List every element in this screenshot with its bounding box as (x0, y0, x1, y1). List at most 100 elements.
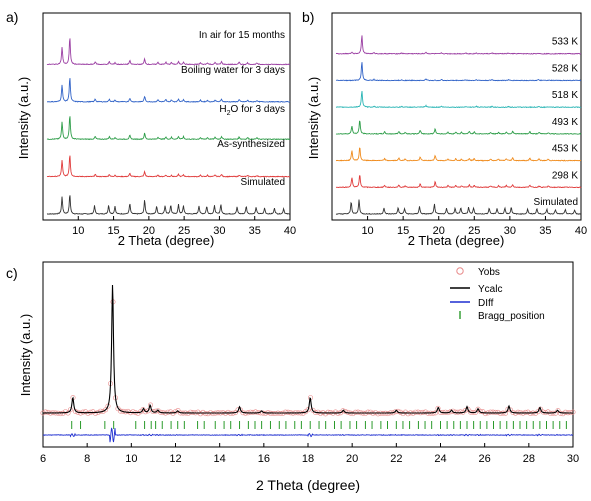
label-as-synthesized: As-synthesized (217, 139, 285, 150)
x-tick-label: 20 (143, 225, 155, 237)
x-tick-label: 20 (346, 453, 358, 465)
yobs-point (120, 408, 126, 414)
trace-b-533-k (335, 35, 581, 55)
label-b-298-k: 298 K (552, 170, 578, 181)
ycalc-line (43, 284, 573, 414)
yobs-point (375, 411, 381, 417)
yobs-point (325, 409, 331, 415)
panel-a-traces (46, 38, 291, 215)
x-tick-label: 15 (107, 225, 119, 237)
panel-a-x-ticks: 10 15 20 25 30 35 40 (42, 216, 296, 237)
yobs-point (525, 409, 531, 415)
panel-a: a) 10 15 20 25 30 35 40 2 Theta (degree) Inten… (6, 9, 296, 248)
yobs-point (457, 409, 463, 415)
label-simulated-a: Simulated (241, 177, 285, 188)
yobs-point (422, 409, 428, 415)
yobs-point (103, 407, 109, 413)
yobs-point (85, 410, 91, 416)
yobs-point (68, 407, 74, 413)
trace-a-in-air-for-15-months (46, 38, 291, 66)
x-tick-label: 10 (361, 225, 373, 237)
x-tick-label: 30 (213, 225, 225, 237)
bragg-positions (71, 421, 567, 429)
trace-b-518-k (335, 90, 582, 109)
panel-b-x-ticks: 10 15 20 25 30 35 40 (331, 216, 587, 237)
yobs-point (355, 409, 361, 415)
yobs-point (560, 411, 566, 417)
panel-c-x-ticks: 6 8 10 12 14 16 18 20 22 24 26 28 30 (40, 443, 579, 465)
yobs-point (340, 408, 346, 414)
yobs-point (482, 411, 488, 417)
trace-b-simulated (335, 199, 582, 215)
yobs-point (435, 405, 441, 411)
yobs-point (332, 409, 338, 415)
yobs-point (527, 410, 533, 416)
x-tick-label: 22 (390, 453, 402, 465)
yobs-point (412, 409, 418, 415)
yobs-point (153, 408, 159, 414)
trace-a-boiling-water-for-3-days (47, 78, 291, 103)
yobs-point (165, 409, 171, 415)
yobs-point (350, 411, 356, 417)
yobs-point (185, 410, 191, 416)
panel-c-y-axis-label: Intensity (a.u.) (18, 314, 33, 396)
x-tick-label: 25 (468, 225, 480, 237)
yobs-point (130, 409, 136, 415)
yobs-point (83, 409, 89, 415)
x-tick-label: 35 (249, 225, 261, 237)
yobs-point (402, 409, 408, 415)
panel-c-legend: Yobs Ycalc DIff Bragg_position (450, 267, 545, 322)
yobs-point (415, 409, 421, 415)
trace-b-453-k (335, 147, 582, 162)
x-tick-label: 35 (539, 225, 551, 237)
yobs-point (198, 411, 204, 417)
x-tick-label: 10 (125, 453, 137, 465)
yobs-point (497, 410, 503, 416)
label-b-528-k: 528 K (552, 63, 578, 74)
legend-ycalc-label: Ycalc (478, 284, 502, 295)
yobs-point (93, 410, 99, 416)
yobs-point (285, 409, 291, 415)
x-tick-label: 30 (504, 225, 516, 237)
x-tick-label: 26 (479, 453, 491, 465)
yobs-point (322, 411, 328, 417)
yobs-point (205, 411, 211, 417)
yobs-point (203, 411, 209, 417)
legend-diff-label: DIff (478, 298, 494, 309)
panel-b-traces (335, 35, 582, 215)
yobs-point (73, 408, 79, 414)
panel-c: c) 6 8 10 12 14 16 18 20 22 24 26 28 30 2 Theta (deg… (6, 261, 579, 493)
yobs-point (367, 409, 373, 415)
label-h2o-3days: H2O for 3 days (219, 104, 285, 117)
yobs-point (125, 408, 131, 414)
trace-a-as-synthesized (46, 155, 291, 178)
yobs-point (537, 406, 543, 412)
diff-line (42, 427, 574, 443)
label-boiling-water: Boiling water for 3 days (181, 65, 285, 76)
yobs-point (535, 409, 541, 415)
yobs-point (150, 408, 156, 414)
x-tick-label: 28 (523, 453, 535, 465)
panel-b-y-axis-label: Intensity (a.u.) (306, 77, 321, 159)
label-b-simulated: Simulated (534, 197, 578, 208)
x-tick-label: 25 (178, 225, 190, 237)
yobs-point (342, 409, 348, 415)
yobs-point (487, 409, 493, 415)
trace-a-h2o-for-3-days (46, 116, 291, 141)
yobs-point (57, 411, 63, 417)
legend-yobs-label: Yobs (478, 267, 500, 278)
panel-c-label: c) (6, 265, 18, 281)
panel-b-series-labels: Simulated 298 K 453 K 493 K 518 K 528 K 533 K (534, 37, 579, 208)
yobs-point (135, 410, 141, 416)
yobs-point (545, 409, 551, 415)
label-in-air: In air for 15 months (199, 30, 285, 41)
panel-c-x-axis-label: 2 Theta (degree) (256, 477, 360, 493)
yobs-point (532, 410, 538, 416)
x-tick-label: 16 (258, 453, 270, 465)
yobs-point (490, 409, 496, 415)
yobs-point (385, 411, 391, 417)
panel-a-y-axis-label: Intensity (a.u.) (16, 77, 31, 159)
yobs-point (195, 409, 201, 415)
x-tick-label: 12 (169, 453, 181, 465)
